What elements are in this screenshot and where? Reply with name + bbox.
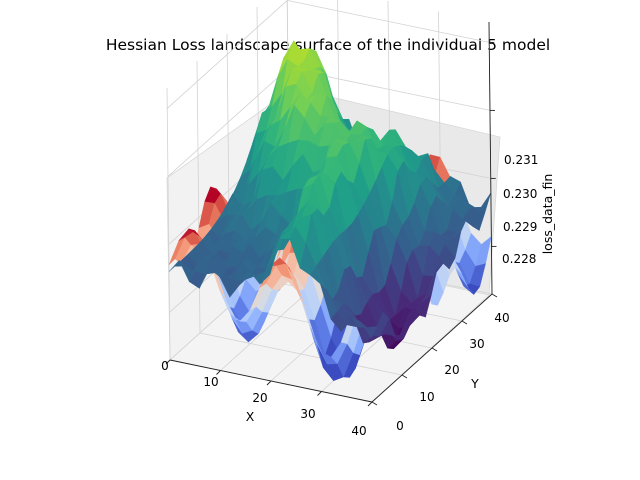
grid-line (166, 87, 171, 361)
y-tick-labels: 0 10 20 30 40 (396, 311, 509, 433)
x-tick-labels: 0 10 20 30 40 (161, 359, 366, 438)
y-tick (401, 374, 408, 379)
x-tick-label: 40 (351, 424, 366, 438)
y-tick-label: 10 (419, 390, 434, 404)
surface-facet (360, 322, 378, 339)
x-tick (216, 370, 221, 375)
y-tick-label: 30 (469, 337, 484, 351)
x-tick-label: 20 (252, 391, 267, 405)
y-tick-label: 40 (494, 311, 509, 325)
x-tick (266, 380, 272, 386)
y-tick (371, 401, 378, 406)
x-tick-label: 10 (203, 375, 218, 389)
x-tick-label: 0 (161, 359, 169, 373)
z-tick-label: 0.230 (503, 187, 537, 201)
chart-title: Hessian Loss landscape surface of the in… (106, 36, 550, 54)
grid-line (287, 0, 490, 43)
x-tick-label: 30 (300, 407, 315, 421)
z-axis-label: loss_data_fin (540, 174, 555, 255)
surface-plot (168, 40, 492, 381)
x-tick (165, 359, 171, 365)
z-tick-labels: 0.228 0.229 0.230 0.231 (502, 153, 538, 266)
y-tick-label: 0 (396, 419, 404, 433)
y-tick (461, 320, 468, 325)
grid-line (166, 0, 288, 109)
y-axis-label: Y (470, 376, 479, 391)
x-tick (317, 391, 322, 396)
grid-line (199, 332, 403, 376)
x-tick (367, 401, 373, 407)
z-axis-line (488, 21, 493, 295)
z-tick-label: 0.228 (502, 252, 536, 266)
y-tick (431, 347, 438, 352)
axis-lines (165, 21, 498, 407)
y-tick-label: 20 (444, 363, 459, 377)
z-tick-label: 0.231 (504, 153, 538, 167)
z-tick-label: 0.229 (503, 220, 537, 234)
y-tick (491, 293, 498, 298)
grid-line (167, 68, 289, 177)
x-axis-label: X (246, 409, 255, 424)
